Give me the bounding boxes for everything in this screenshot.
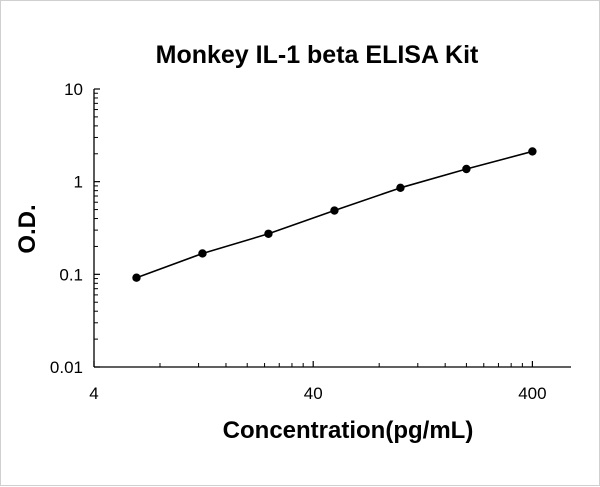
x-tick-label: 40 — [304, 384, 323, 403]
y-ticks: 10 1 0.1 0.01 — [50, 80, 100, 377]
y-tick-label: 10 — [64, 80, 83, 99]
y-tick-label: 0.1 — [59, 265, 83, 284]
y-axis-title: O.D. — [14, 204, 41, 253]
chart-title: Monkey IL-1 beta ELISA Kit — [156, 41, 479, 69]
data-point — [396, 183, 405, 193]
axes — [93, 89, 571, 368]
x-ticks: 4 40 400 — [89, 361, 547, 403]
x-axis-title: Concentration(pg/mL) — [223, 417, 474, 444]
data-point — [198, 249, 207, 258]
data-point — [132, 273, 141, 282]
y-tick-label: 1 — [74, 173, 83, 192]
data-point — [330, 206, 339, 215]
y-tick-label: 0.01 — [50, 358, 83, 377]
series-group — [132, 147, 537, 282]
x-tick-label: 400 — [518, 384, 546, 403]
x-tick-label: 4 — [89, 384, 98, 403]
data-point — [462, 164, 471, 174]
data-point — [264, 229, 273, 238]
data-point — [528, 147, 537, 156]
